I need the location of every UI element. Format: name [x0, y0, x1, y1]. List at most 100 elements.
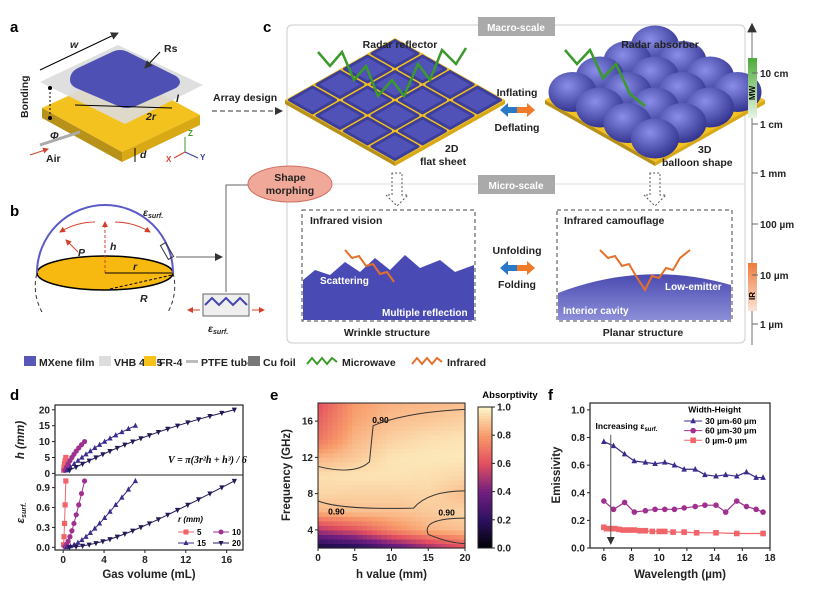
heatmap-cell: [406, 448, 412, 454]
heatmap-cell: [371, 439, 378, 445]
R-label: R: [140, 293, 148, 305]
heatmap-cell: [445, 484, 451, 490]
heatmap-cell: [362, 538, 368, 545]
x-axis-label: Wavelength (µm): [634, 569, 726, 581]
colorbar-segment: [478, 432, 492, 436]
heatmap-cell: [411, 461, 417, 468]
heatmap-cell: [376, 475, 383, 481]
heatmap-cell: [381, 452, 388, 458]
heatmap-cell: [425, 493, 432, 499]
heatmap-cell: [455, 466, 461, 472]
heatmap-cell: [337, 439, 344, 445]
heatmap-cell: [376, 507, 383, 513]
data-point: [185, 502, 191, 508]
data-point: [102, 438, 108, 444]
heatmap-cell: [322, 480, 329, 486]
heatmap-cell: [367, 543, 373, 549]
heatmap-cell: [455, 538, 461, 545]
heatmap-cell: [357, 498, 363, 504]
data-point: [67, 545, 73, 551]
data-point: [631, 457, 638, 464]
heatmap-cell: [337, 480, 344, 486]
y-tick-label: 1.0: [571, 405, 585, 416]
heatmap-cell: [396, 502, 402, 508]
heatmap-cell: [367, 461, 373, 468]
heatmap-cell: [318, 421, 324, 427]
heatmap-cell: [332, 407, 339, 413]
heatmap-cell: [332, 534, 339, 540]
heatmap-cell: [362, 502, 368, 508]
heatmap-cell: [406, 511, 412, 517]
data-point: [87, 529, 93, 535]
heatmap-cell: [371, 484, 378, 490]
bonding-label: Bonding: [19, 75, 31, 118]
data-point: [185, 420, 191, 426]
heatmap-cell: [322, 425, 329, 431]
colorbar-segment: [478, 429, 492, 433]
y-tick-label: 0.8: [571, 433, 585, 444]
heatmap-cell: [318, 475, 324, 481]
heatmap-cell: [440, 480, 446, 486]
heatmap-cell: [411, 538, 417, 545]
data-point: [207, 491, 213, 497]
heatmap-cell: [322, 502, 329, 508]
heatmap-cell: [435, 529, 442, 536]
heatmap-cell: [416, 529, 422, 536]
heatmap-cell: [362, 412, 368, 418]
heatmap-cell: [460, 416, 466, 422]
y-axis-label-bottom: εsurf.: [15, 503, 28, 524]
heatmap-cell: [327, 452, 334, 458]
heatmap-cell: [435, 425, 442, 431]
legend-entry: 15: [197, 539, 206, 548]
series-line: [603, 441, 764, 479]
heatmap-cell: [357, 493, 363, 499]
heatmap-cell: [376, 520, 383, 526]
heatmap-cell: [460, 511, 466, 517]
heatmap-cell: [425, 403, 432, 409]
heatmap-cell: [460, 412, 466, 418]
heatmap-cell: [391, 430, 397, 436]
heatmap-cell: [396, 511, 402, 517]
heatmap-cell: [460, 425, 466, 431]
heatmap-cell: [396, 425, 402, 431]
heatmap-cell: [327, 439, 334, 445]
heatmap-cell: [396, 448, 402, 454]
heatmap-cell: [327, 511, 334, 517]
heatmap-cell: [455, 529, 461, 536]
heatmap-cell: [430, 412, 437, 418]
colorbar-segment: [478, 536, 492, 541]
heatmap-cell: [386, 529, 393, 536]
heatmap-cell: [386, 416, 393, 422]
heatmap-cell: [460, 407, 466, 413]
heatmap-cell: [430, 507, 437, 513]
heatmap-cell: [420, 493, 427, 499]
heatmap-cell: [367, 480, 373, 486]
heatmap-cell: [337, 493, 344, 499]
heatmap-cell: [435, 470, 442, 477]
ir-band: [748, 263, 757, 311]
heatmap-cell: [435, 525, 442, 531]
heatmap-cell: [425, 511, 432, 517]
heatmap-cell: [420, 516, 427, 522]
heatmap-cell: [318, 538, 324, 545]
heatmap-cell: [381, 529, 388, 536]
heatmap-cell: [332, 434, 339, 440]
heatmap-cell: [391, 412, 397, 418]
heatmap-cell: [322, 434, 329, 440]
heatmap-cell: [435, 498, 442, 504]
axis-y-label: Y: [200, 153, 206, 162]
data-point: [71, 520, 77, 527]
data-point: [165, 512, 171, 518]
heatmap-cell: [445, 448, 451, 454]
heatmap-cell: [435, 534, 442, 540]
data-point: [183, 529, 189, 535]
data-point: [122, 531, 128, 538]
heatmap-cell: [450, 412, 456, 418]
heatmap-cell: [357, 403, 363, 409]
contour-label: 0.90: [328, 506, 345, 516]
y-axis-label-top: h (mm): [15, 421, 27, 460]
y-tick-label: 0.6: [36, 503, 50, 514]
heatmap-cell: [455, 412, 461, 418]
inflate-deflate-arrow: [500, 103, 535, 117]
